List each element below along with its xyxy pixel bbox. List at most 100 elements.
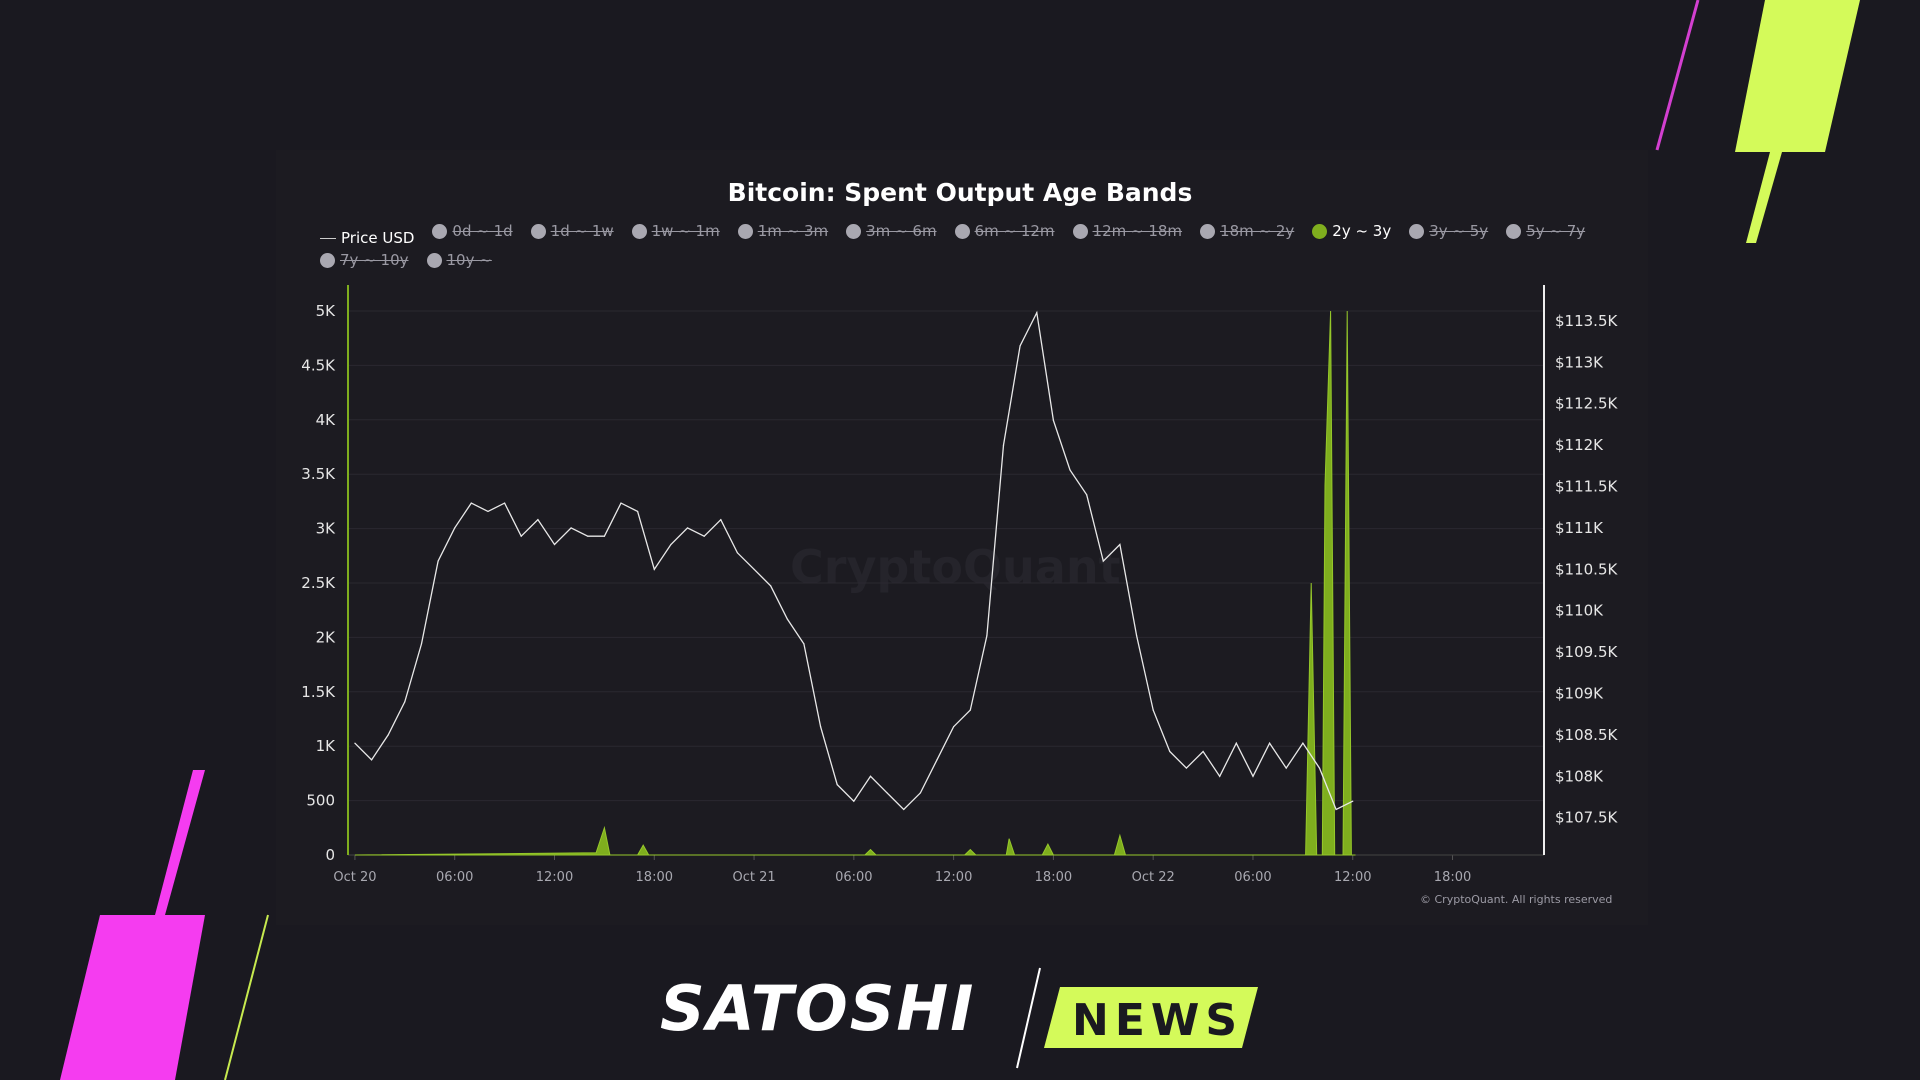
dot-marker-icon <box>1409 223 1425 239</box>
x-tick-label: Oct 20 <box>333 870 376 885</box>
legend-label: 6m ~ 12m <box>974 222 1055 240</box>
y-right-tick-label: $109K <box>1555 685 1604 703</box>
y-right-tick-label: $112.5K <box>1555 395 1618 413</box>
logo-text-right: NEWS <box>1072 995 1243 1046</box>
price-point <box>553 543 556 546</box>
legend-item[interactable]: 3m ~ 6m <box>846 220 937 242</box>
dot-marker-icon <box>737 223 753 239</box>
dot-marker-icon <box>631 223 647 239</box>
price-point <box>1185 767 1188 769</box>
price-point <box>1252 775 1254 777</box>
price-point <box>1235 742 1237 744</box>
legend-item[interactable]: 6m ~ 12m <box>954 220 1055 242</box>
dot-marker-icon <box>1312 223 1328 239</box>
legend: Price USD 0d ~ 1d 1d ~ 1w 1w ~ 1m 1m ~ 3m 3m … <box>320 220 1620 274</box>
price-point <box>736 552 739 554</box>
y-right-tick-label: $111.5K <box>1555 478 1618 496</box>
y-left-tick-label: 3K <box>316 520 337 538</box>
legend-item[interactable]: 5y ~ 7y <box>1506 220 1585 242</box>
price-point <box>1086 494 1088 496</box>
dot-marker-icon <box>1200 223 1216 239</box>
y-left-tick-label: 4K <box>316 411 337 429</box>
price-point <box>1302 742 1304 744</box>
decor-pink-wick <box>155 770 205 915</box>
copyright: © CryptoQuant. All rights reserved <box>1420 893 1613 906</box>
dot-marker-icon <box>530 223 546 239</box>
price-point <box>1102 560 1104 562</box>
legend-label: Price USD <box>341 229 415 247</box>
chart-title: Bitcoin: Spent Output Age Bands <box>727 178 1193 207</box>
price-point <box>969 709 971 711</box>
legend-item[interactable]: 2y ~ 3y <box>1312 220 1391 242</box>
price-point <box>653 568 655 570</box>
legend-item[interactable]: 0d ~ 1d <box>432 220 513 242</box>
legend-item[interactable]: 1w ~ 1m <box>631 220 720 242</box>
y-left-tick-label: 5K <box>316 302 337 320</box>
price-point <box>404 701 406 703</box>
dot-marker-icon <box>432 223 448 239</box>
y-right-tick-label: $112K <box>1555 436 1604 454</box>
legend-item[interactable]: 18m ~ 2y <box>1200 220 1294 242</box>
legend-item[interactable]: Price USD <box>320 227 414 249</box>
price-point <box>1052 419 1055 421</box>
price-point <box>836 784 838 786</box>
price-point <box>1202 750 1204 753</box>
legend-item[interactable]: 1m ~ 3m <box>737 220 829 242</box>
decor-pink-line <box>1655 0 1700 151</box>
legend-item[interactable]: 1d ~ 1w <box>530 220 614 242</box>
legend-item[interactable]: 10y ~ <box>426 249 492 271</box>
legend-item[interactable]: 7y ~ 10y <box>320 249 409 271</box>
decor-green-line <box>224 914 269 1080</box>
price-point <box>1152 709 1154 711</box>
price-point <box>587 535 589 537</box>
price-point <box>953 726 955 728</box>
series-area-2y-3y <box>354 310 1356 856</box>
price-point <box>437 560 439 562</box>
price-point <box>1285 767 1287 769</box>
price-point <box>753 568 755 570</box>
legend-label: 0d ~ 1d <box>452 222 513 240</box>
price-point <box>470 502 472 504</box>
legend-label: 3m ~ 6m <box>866 222 937 240</box>
legend-label: 1d ~ 1w <box>550 222 614 240</box>
price-point <box>1352 800 1354 802</box>
price-point <box>420 643 423 645</box>
price-point <box>919 792 921 794</box>
x-tick-label: 06:00 <box>1234 870 1271 885</box>
price-point <box>1318 767 1321 769</box>
legend-label: 3y ~ 5y <box>1429 222 1489 240</box>
y-right-tick-label: $111K <box>1555 519 1604 537</box>
price-point <box>454 527 456 529</box>
dot-marker-icon <box>1072 223 1088 239</box>
price-point <box>720 519 722 521</box>
price-point <box>637 510 639 512</box>
y-left-tick-label: 1K <box>316 737 337 755</box>
legend-label: 7y ~ 10y <box>340 251 409 269</box>
legend-label: 18m ~ 2y <box>1220 222 1295 240</box>
price-point <box>686 527 689 529</box>
price-point <box>354 742 356 744</box>
x-tick-label: 12:00 <box>1334 870 1371 885</box>
legend-label: 1m ~ 3m <box>757 222 829 240</box>
price-point <box>370 759 373 761</box>
price-point <box>1219 775 1221 777</box>
price-point <box>1335 808 1337 811</box>
price-point <box>487 510 489 512</box>
price-point <box>819 726 822 728</box>
decor-green-wick <box>1746 152 1782 243</box>
price-point <box>770 585 772 587</box>
legend-item[interactable]: 3y ~ 5y <box>1409 220 1488 242</box>
legend-label: 1w ~ 1m <box>651 222 720 240</box>
series-line-price-usd <box>354 310 1354 811</box>
price-point <box>1036 312 1038 314</box>
price-point <box>853 800 855 802</box>
satoshi-news-logo: SATOSHI NEWS <box>660 967 1258 1069</box>
legend-item[interactable]: 12m ~ 18m <box>1072 220 1182 242</box>
y-right-tick-label: $113K <box>1555 353 1604 371</box>
price-point <box>869 775 872 777</box>
price-point <box>1069 469 1071 471</box>
x-tick-label: Oct 22 <box>1132 870 1175 885</box>
price-point <box>1169 750 1171 753</box>
price-point <box>1002 444 1005 446</box>
